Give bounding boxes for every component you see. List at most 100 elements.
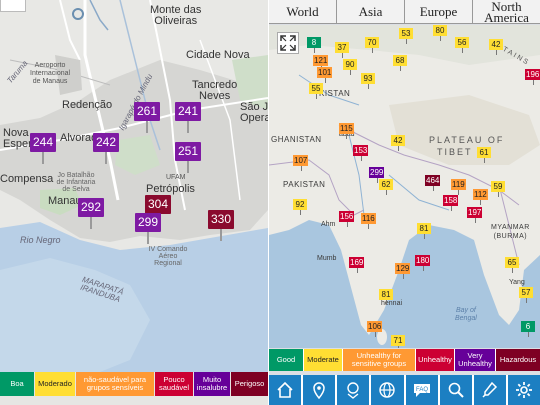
station-marker[interactable]: 56 xyxy=(455,37,469,53)
region-label-ghanistan: GHANISTAN xyxy=(271,135,322,144)
faq-icon: FAQ xyxy=(413,384,430,397)
station-marker[interactable]: 129 xyxy=(395,263,411,279)
nav-thermometer-button[interactable] xyxy=(473,375,506,405)
region-label-pakistan: PAKISTAN xyxy=(283,180,326,189)
station-marker[interactable]: 107 xyxy=(293,155,309,171)
aqi-marker[interactable]: 251 xyxy=(175,142,201,173)
station-marker[interactable]: 81 xyxy=(379,289,393,305)
tab-europe[interactable]: Europe xyxy=(405,0,473,23)
station-marker[interactable]: 42 xyxy=(391,135,405,151)
station-marker[interactable]: 101 xyxy=(317,67,333,83)
station-marker[interactable]: 8 xyxy=(307,37,321,53)
station-marker[interactable]: 92 xyxy=(293,199,307,215)
aqi-marker[interactable]: 330 xyxy=(208,210,234,241)
asia-map[interactable]: KISTAN GHANISTAN PAKISTAN PLATEAU OF TIB… xyxy=(269,25,540,348)
search-icon xyxy=(448,382,464,398)
tab-world[interactable]: World xyxy=(269,0,337,23)
station-marker[interactable]: 196 xyxy=(525,69,540,85)
manaus-map[interactable]: Monte das Oliveiras Cidade Nova Tancredo… xyxy=(0,0,268,405)
station-marker[interactable]: 112 xyxy=(473,189,488,205)
station-marker[interactable]: 53 xyxy=(399,28,413,44)
station-marker[interactable]: 93 xyxy=(361,73,375,89)
legend-item-good: Boa xyxy=(0,372,34,396)
station-marker[interactable]: 121 xyxy=(313,55,329,71)
place-label-redencao: Redenção xyxy=(62,99,113,111)
nav-location-button[interactable] xyxy=(303,375,336,405)
station-marker[interactable]: 42 xyxy=(489,39,503,55)
station-marker[interactable]: 119 xyxy=(451,179,466,195)
tab-north-america[interactable]: North America xyxy=(484,0,529,25)
legend-item-good: Good xyxy=(269,349,303,371)
station-marker[interactable]: 80 xyxy=(433,25,447,41)
place-label-petropolis: Petrópolis xyxy=(146,183,195,195)
fullscreen-button[interactable] xyxy=(277,32,299,54)
aqi-marker[interactable]: 292 xyxy=(78,198,104,229)
nav-search-button[interactable] xyxy=(439,375,472,405)
station-marker[interactable]: 464 xyxy=(425,175,441,191)
legend-item-unhealthy: Unhealthy xyxy=(416,349,454,371)
aqi-legend-english: Good Moderate Unhealthy for sensitive gr… xyxy=(269,349,540,371)
tab-asia[interactable]: Asia xyxy=(337,0,405,23)
station-marker[interactable]: 71 xyxy=(391,335,405,348)
region-label-plateau-of: PLATEAU OF xyxy=(429,135,505,145)
station-marker[interactable]: 299 xyxy=(369,167,385,183)
station-marker[interactable]: 106 xyxy=(367,321,383,337)
station-marker[interactable]: 57 xyxy=(519,287,533,303)
station-marker[interactable]: 68 xyxy=(393,55,407,71)
left-map-control-button[interactable] xyxy=(0,0,26,12)
station-marker[interactable]: 156 xyxy=(339,211,355,227)
nav-settings-button[interactable] xyxy=(507,375,540,405)
nav-home-button[interactable] xyxy=(269,375,302,405)
legend-item-unhealthy: Pouco saudável xyxy=(155,372,193,396)
nav-globe-button[interactable] xyxy=(371,375,404,405)
nav-mask-button[interactable] xyxy=(337,375,370,405)
station-marker[interactable]: 62 xyxy=(379,179,393,195)
asia-basemap xyxy=(269,25,540,348)
legend-item-very-unhealthy: Very Unhealthy xyxy=(455,349,495,371)
city-label-yangon: Yang xyxy=(509,279,525,286)
station-marker[interactable]: 37 xyxy=(335,42,349,58)
thermometer-icon xyxy=(482,381,497,398)
legend-item-moderate: Moderate xyxy=(304,349,342,371)
location-pin-icon xyxy=(313,382,325,400)
aqi-app-panel: World Asia Europe North America xyxy=(269,0,540,405)
station-marker[interactable]: 90 xyxy=(343,59,357,75)
station-marker[interactable]: 70 xyxy=(365,37,379,53)
region-tabs: World Asia Europe North America xyxy=(269,0,540,24)
place-label-tancredo-neves: Tancredo Neves xyxy=(192,79,238,102)
station-marker[interactable]: 116 xyxy=(361,213,376,229)
station-marker[interactable]: 115 xyxy=(339,123,354,139)
legend-item-hazardous: Hazardous xyxy=(496,349,540,371)
aqi-marker[interactable]: 242 xyxy=(93,133,119,164)
station-marker[interactable]: 153 xyxy=(353,145,369,161)
aqi-marker[interactable]: 241 xyxy=(175,102,201,133)
station-marker[interactable]: 61 xyxy=(477,147,491,163)
settings-gear-icon xyxy=(515,382,532,398)
station-marker[interactable]: 158 xyxy=(443,195,459,211)
city-label-mumbai: Mumb xyxy=(317,255,337,262)
place-label-monte-das-oliveiras: Monte das Oliveiras xyxy=(150,4,202,27)
station-marker[interactable]: 169 xyxy=(349,257,365,273)
station-marker[interactable]: 6 xyxy=(521,321,535,337)
faq-icon-text: FAQ xyxy=(416,387,428,393)
station-marker[interactable]: 65 xyxy=(505,257,519,273)
place-label-manaus: Manaus xyxy=(48,195,88,207)
station-marker[interactable]: 81 xyxy=(417,223,431,239)
station-marker[interactable]: 55 xyxy=(309,83,323,99)
place-label-batalhao: Jo Batalhão de Infantaria de Selva xyxy=(56,172,96,193)
station-marker[interactable]: 180 xyxy=(415,255,431,271)
nav-faq-button[interactable]: FAQ xyxy=(405,375,438,405)
river-label-rio-negro: Rio Negro xyxy=(20,235,61,245)
aqi-marker[interactable]: 261 xyxy=(134,102,160,133)
aqi-marker[interactable]: 244 xyxy=(30,133,56,164)
aqi-marker[interactable]: 299 xyxy=(135,213,161,244)
place-label-compensa: Compensa xyxy=(0,173,54,185)
city-label-chennai: hennai xyxy=(381,300,403,307)
aqi-marker[interactable]: 304 xyxy=(145,195,171,226)
face-mask-icon xyxy=(347,382,360,399)
region-label-myanmar: MYANMAR (BURMA) xyxy=(491,224,530,240)
region-label-tibet: TIBET xyxy=(437,147,473,157)
station-marker[interactable]: 59 xyxy=(491,181,505,197)
station-marker[interactable]: 197 xyxy=(467,207,483,223)
